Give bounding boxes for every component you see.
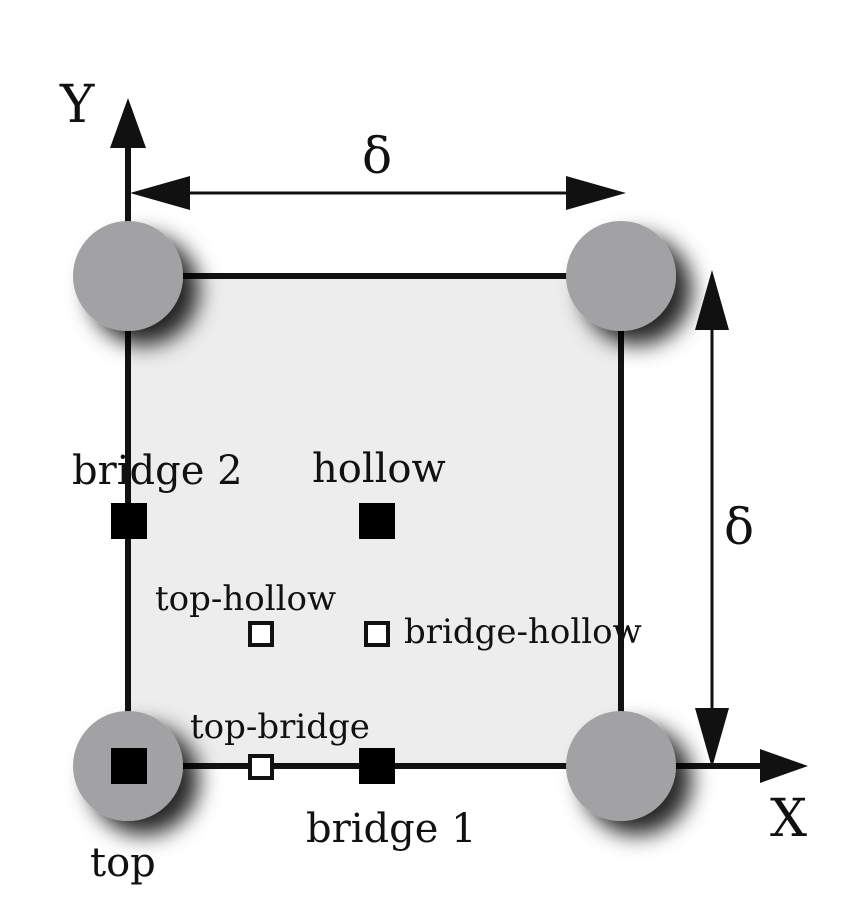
atom-top-right [566,221,676,331]
horizontal-dimension-arrowhead-left [130,176,190,210]
vertical-dimension-arrowhead-top [695,270,729,330]
x-axis-label: X [770,789,807,849]
label-top-bridge: top-bridge [190,707,370,747]
site-top-hollow-marker [248,621,274,647]
vertical-dimension-label: δ [724,498,754,556]
site-top-bridge-marker [248,754,274,780]
atom-bottom-right [566,711,676,821]
label-bridge-1: bridge 1 [306,806,477,852]
y-axis-label: Y [59,75,95,135]
label-bridge-2: bridge 2 [72,448,243,494]
site-bridge-hollow-marker [364,621,390,647]
y-axis-arrowhead [110,98,146,148]
site-top-marker [111,748,147,784]
site-bridge-1-marker [359,748,395,784]
label-hollow: hollow [312,446,446,492]
label-top-hollow: top-hollow [155,579,336,619]
label-bridge-hollow: bridge-hollow [404,612,642,652]
vertical-dimension-arrowhead-bottom [695,708,729,768]
horizontal-dimension-label: δ [362,127,392,185]
atom-top-left [73,221,183,331]
horizontal-dimension-arrowhead-right [566,176,626,210]
x-axis-arrowhead [760,749,808,783]
site-hollow-marker [359,503,395,539]
site-bridge-2-marker [111,503,147,539]
label-top: top [90,840,156,886]
